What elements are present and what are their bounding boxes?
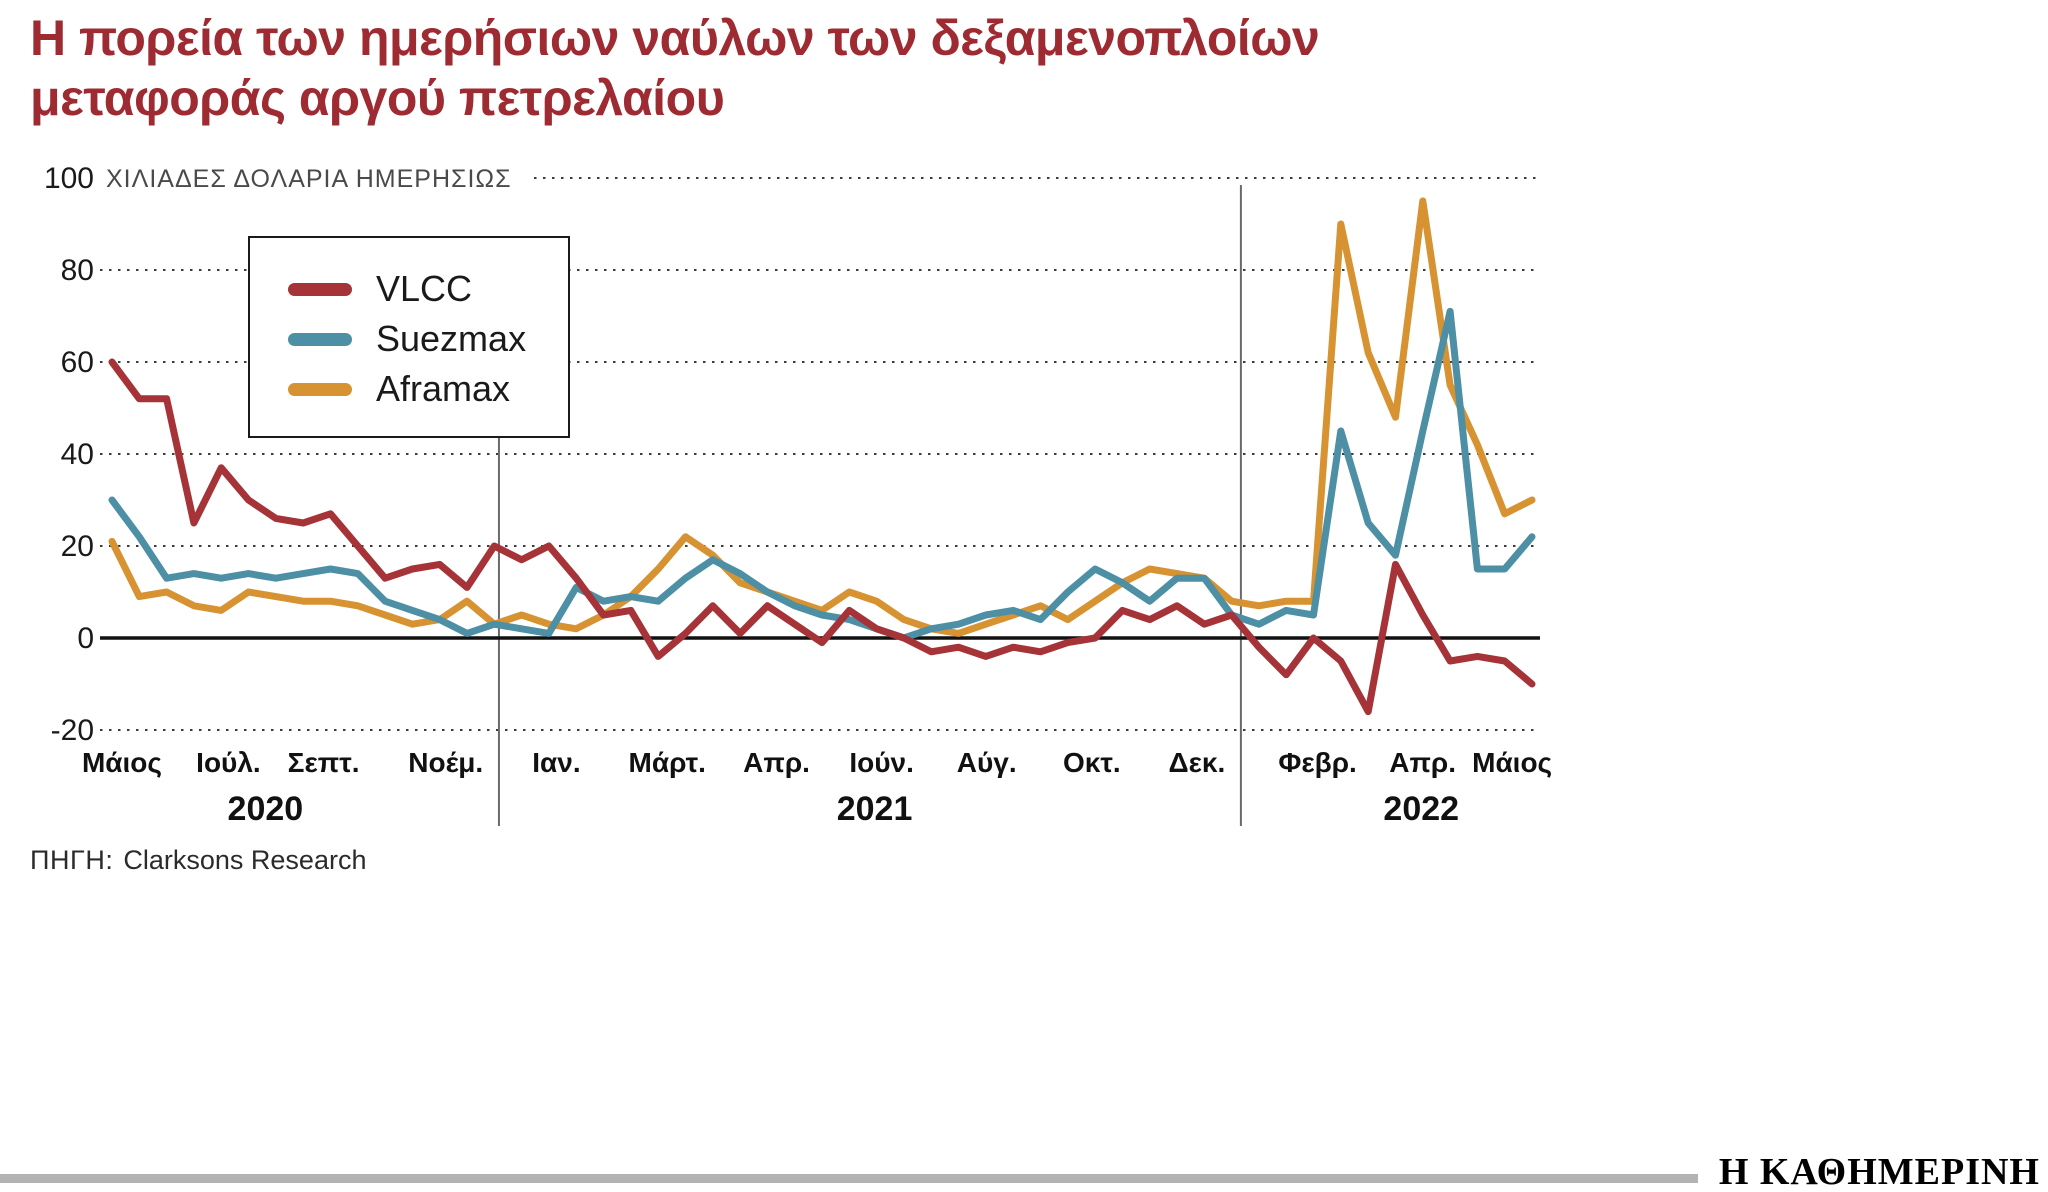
x-month-label: Μάιος xyxy=(1472,747,1552,778)
x-month-label: Ιούν. xyxy=(849,747,914,778)
source-text: Clarksons Research xyxy=(123,845,367,875)
x-year-label: 2022 xyxy=(1383,790,1459,828)
aframax-line-swatch xyxy=(288,382,352,396)
x-month-label: Νοέμ. xyxy=(408,747,483,778)
vlcc-line-swatch xyxy=(288,282,352,296)
x-month-label: Αύγ. xyxy=(957,747,1017,778)
source-prefix: ΠΗΓΗ: xyxy=(30,845,114,875)
series-line-vlcc xyxy=(108,358,1536,716)
x-month-label: Μάρτ. xyxy=(629,747,706,778)
legend-item-suezmax: Suezmax xyxy=(288,314,550,364)
y-tick-label: 0 xyxy=(77,622,94,655)
x-month-label: Οκτ. xyxy=(1063,747,1121,778)
y-tick-label: 60 xyxy=(61,346,94,379)
source-note: ΠΗΓΗ: Clarksons Research xyxy=(30,845,366,876)
chart-title: Η πορεία των ημερήσιων ναύλων των δεξαμε… xyxy=(30,8,1730,128)
x-year-label: 2021 xyxy=(837,790,913,828)
x-month-label: Φεβρ. xyxy=(1278,747,1356,778)
chart-legend: VLCC Suezmax Aframax xyxy=(248,236,570,438)
legend-item-vlcc: VLCC xyxy=(288,264,550,314)
series-line-aframax xyxy=(108,197,1536,637)
x-month-label: Δεκ. xyxy=(1168,747,1225,778)
line-chart: 100 80 60 40 20 0 -20 ΧΙΛΙΑΔΕΣ ΔΟΛΑΡΙΑ ΗΜΕΡΗΣΙΩ… xyxy=(44,162,1552,828)
series-line-suezmax xyxy=(108,307,1536,642)
x-month-label: Απρ. xyxy=(743,747,810,778)
chart-title-line2: μεταφοράς αργού πετρελαίου xyxy=(30,70,725,126)
legend-label-aframax: Aframax xyxy=(376,368,511,409)
suezmax-line-swatch xyxy=(288,332,352,346)
x-month-label: Σεπτ. xyxy=(288,747,360,778)
publisher-logo: Η ΚΑΘΗΜΕΡΙΝΗ xyxy=(1718,1151,2040,1192)
x-year-label: 2020 xyxy=(228,790,304,828)
x-month-label: Απρ. xyxy=(1389,747,1456,778)
y-tick-label: 80 xyxy=(61,254,94,287)
y-tick-label: 100 xyxy=(44,162,94,195)
x-month-label: Μάιος xyxy=(82,747,162,778)
y-axis-unit-label: ΧΙΛΙΑΔΕΣ ΔΟΛΑΡΙΑ ΗΜΕΡΗΣΙΩΣ xyxy=(106,165,512,193)
x-month-label: Ιούλ. xyxy=(196,747,261,778)
y-tick-label: 40 xyxy=(61,438,94,471)
y-tick-label: -20 xyxy=(51,714,94,747)
chart-area: 100 80 60 40 20 0 -20 ΧΙΛΙΑΔΕΣ ΔΟΛΑΡΙΑ ΗΜΕΡΗΣΙΩ… xyxy=(0,150,2048,850)
y-tick-label: 20 xyxy=(61,530,94,563)
x-month-label: Ιαν. xyxy=(532,747,580,778)
footer-rule xyxy=(0,1174,1698,1183)
legend-label-suezmax: Suezmax xyxy=(376,318,527,359)
chart-title-line1: Η πορεία των ημερήσιων ναύλων των δεξαμε… xyxy=(30,10,1320,66)
legend-item-aframax: Aframax xyxy=(288,364,550,414)
legend-label-vlcc: VLCC xyxy=(376,268,473,309)
